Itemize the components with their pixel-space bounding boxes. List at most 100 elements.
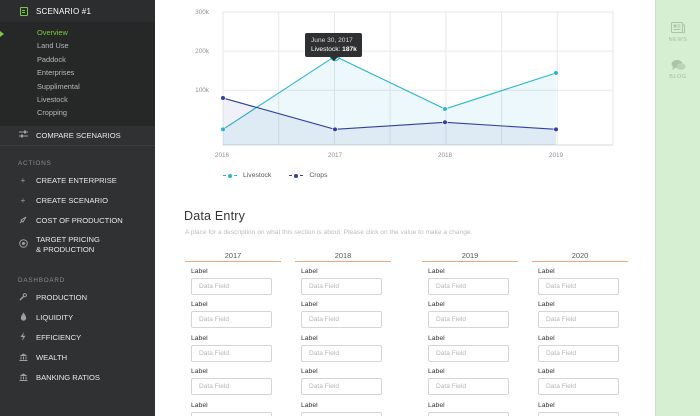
field-label: Label <box>428 301 445 309</box>
data-field-input[interactable]: Data Field <box>428 344 509 362</box>
data-field-input[interactable]: Data Field <box>538 311 619 329</box>
data-point <box>220 95 226 101</box>
wrench-icon <box>19 292 27 303</box>
legend-item-crops[interactable]: Crops <box>289 172 327 179</box>
sub-item-overview[interactable]: Overview <box>0 26 155 39</box>
field-row: Label Data Field <box>532 362 628 396</box>
field-label: Label <box>301 268 318 275</box>
document-icon <box>20 6 28 16</box>
banking-ratios-button[interactable]: BANKING RATIOS <box>0 368 155 388</box>
field-row: Label Data Field <box>422 329 518 362</box>
data-field-input[interactable]: Data Field <box>191 278 272 295</box>
legend-item-livestock[interactable]: Livestock <box>223 172 271 179</box>
field-row: Label Data Field <box>185 396 281 416</box>
data-field-input[interactable]: Data Field <box>538 411 619 416</box>
year-column-2: 2019 Label Data Field Label Data Field Label D… <box>422 250 518 416</box>
liquidity-button[interactable]: LIQUIDITY <box>0 308 155 328</box>
droplet-icon <box>19 312 27 323</box>
field-label: Label <box>538 334 555 342</box>
legend-swatch-crops <box>289 173 304 179</box>
sub-item-land-use[interactable]: Land Use <box>37 41 69 51</box>
data-point <box>332 126 338 132</box>
news-button[interactable]: NEWS <box>656 22 700 43</box>
sidebar: SCENARIO #1 Overview Land Use Paddock En… <box>0 0 155 416</box>
field-label: Label <box>191 368 208 376</box>
field-row: Label Data Field <box>532 295 628 329</box>
compare-scenarios-button[interactable]: COMPARE SCENARIOS <box>0 126 155 146</box>
plus-icon: + <box>20 195 26 205</box>
data-field-input[interactable]: Data Field <box>538 378 619 396</box>
bank-icon <box>19 353 28 363</box>
dashboard-heading: DASHBOARD <box>18 276 66 284</box>
wealth-button[interactable]: WEALTH <box>0 348 155 368</box>
liquidity-label: LIQUIDITY <box>36 313 74 323</box>
data-field-input[interactable]: Data Field <box>428 378 509 396</box>
data-field-input[interactable]: Data Field <box>428 278 509 295</box>
data-field-input[interactable]: Data Field <box>301 411 382 416</box>
field-row: Label Data Field <box>295 329 391 362</box>
data-field-input[interactable]: Data Field <box>538 278 619 295</box>
cost-of-production-button[interactable]: COST OF PRODUCTION <box>0 211 155 231</box>
data-entry-description: A place for a description on what this s… <box>185 229 473 236</box>
sub-item-livestock[interactable]: Livestock <box>37 94 68 104</box>
field-row: Label Data Field <box>185 362 281 396</box>
field-label: Label <box>301 368 318 376</box>
scenario-sub-menu: Overview Land Use Paddock Enterprises Su… <box>0 22 155 126</box>
data-entry-title: Data Entry <box>184 209 246 223</box>
chart-svg: 300k 200k 100k 2016 2017 2018 2019 <box>195 9 614 159</box>
sub-item-cropping[interactable]: Cropping <box>37 108 67 118</box>
field-row: Label Data Field <box>185 262 281 295</box>
field-row: Label Data Field <box>295 396 391 416</box>
sub-item-paddock[interactable]: Paddock <box>37 54 66 64</box>
data-field-input[interactable]: Data Field <box>191 344 272 362</box>
wealth-label: WEALTH <box>36 353 68 363</box>
production-button[interactable]: PRODUCTION <box>0 288 155 308</box>
data-field-input[interactable]: Data Field <box>301 378 382 396</box>
data-field-input[interactable]: Data Field <box>191 311 272 329</box>
field-label: Label <box>538 268 555 275</box>
year-header: 2020 <box>532 250 628 262</box>
rocket-icon <box>19 216 27 226</box>
field-label: Label <box>191 401 208 409</box>
sub-item-supplimental[interactable]: Supplimental <box>37 81 80 91</box>
data-field-input[interactable]: Data Field <box>538 344 619 362</box>
field-label: Label <box>301 401 318 409</box>
create-scenario-label: CREATE SCENARIO <box>36 196 109 206</box>
data-field-input[interactable]: Data Field <box>428 411 509 416</box>
create-enterprise-label: CREATE ENTERPRISE <box>36 176 117 186</box>
target-pricing-button[interactable]: TARGET PRICING & PRODUCTION <box>0 231 155 259</box>
y-tick-label: 300k <box>195 9 210 16</box>
plus-icon: + <box>20 175 26 185</box>
news-label: NEWS <box>668 37 688 43</box>
target-pricing-label: TARGET PRICING & PRODUCTION <box>36 235 100 255</box>
year-header: 2017 <box>185 250 281 262</box>
field-label: Label <box>428 401 445 409</box>
field-label: Label <box>538 368 555 376</box>
scenario-header[interactable]: SCENARIO #1 <box>0 0 155 22</box>
field-row: Label Data Field <box>422 396 518 416</box>
lightning-icon <box>19 332 27 343</box>
create-scenario-button[interactable]: + CREATE SCENARIO <box>0 191 155 211</box>
year-column-1: 2018 Label Data Field Label Data Field Label D… <box>295 250 391 416</box>
data-field-input[interactable]: Data Field <box>301 311 382 329</box>
field-row: Label Data Field <box>422 362 518 396</box>
year-column-0: 2017 Label Data Field Label Data Field Label D… <box>185 250 281 416</box>
target-pricing-line1: TARGET PRICING <box>36 234 100 244</box>
year-header: 2018 <box>295 250 391 262</box>
field-row: Label Data Field <box>185 295 281 329</box>
series-line-crops <box>222 97 557 130</box>
data-field-input[interactable]: Data Field <box>301 344 382 362</box>
create-enterprise-button[interactable]: + CREATE ENTERPRISE <box>0 171 155 191</box>
blog-button[interactable]: BLOG <box>656 59 700 80</box>
data-point <box>553 126 559 132</box>
data-field-input[interactable]: Data Field <box>191 378 272 396</box>
data-field-input[interactable]: Data Field <box>191 411 272 416</box>
chat-icon <box>671 60 685 70</box>
target-pricing-line2: & PRODUCTION <box>36 244 95 254</box>
data-field-input[interactable]: Data Field <box>428 311 509 329</box>
sub-item-enterprises[interactable]: Enterprises <box>37 68 75 78</box>
x-tick-label: 2017 <box>328 152 343 159</box>
data-field-input[interactable]: Data Field <box>301 278 382 295</box>
efficiency-button[interactable]: EFFICIENCY <box>0 328 155 348</box>
overview-chart: 300k 200k 100k 2016 2017 2018 2019 June 30, 20… <box>155 0 655 190</box>
